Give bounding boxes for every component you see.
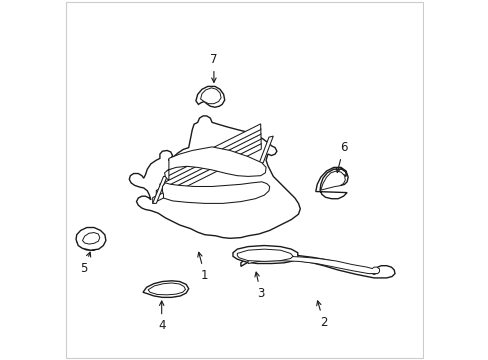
Polygon shape [196, 86, 224, 107]
Polygon shape [163, 129, 260, 183]
Text: 4: 4 [158, 301, 165, 332]
Polygon shape [247, 256, 379, 274]
Polygon shape [148, 283, 185, 295]
Polygon shape [237, 249, 292, 261]
Polygon shape [200, 88, 221, 104]
Text: 1: 1 [197, 252, 208, 282]
Polygon shape [315, 167, 347, 199]
Polygon shape [258, 136, 273, 164]
Polygon shape [162, 182, 269, 203]
Polygon shape [152, 176, 167, 203]
Polygon shape [152, 143, 261, 203]
Polygon shape [76, 228, 106, 250]
Text: 5: 5 [81, 252, 90, 275]
Polygon shape [164, 147, 265, 180]
Polygon shape [82, 233, 100, 244]
Polygon shape [232, 246, 297, 264]
Text: 3: 3 [254, 272, 264, 300]
Polygon shape [160, 134, 261, 190]
Polygon shape [156, 138, 261, 196]
Polygon shape [142, 281, 188, 297]
Polygon shape [167, 124, 260, 176]
Text: 6: 6 [336, 141, 346, 172]
Text: 2: 2 [316, 301, 327, 329]
Text: 7: 7 [210, 53, 217, 82]
Polygon shape [241, 255, 394, 278]
Polygon shape [129, 116, 300, 238]
Polygon shape [77, 231, 102, 250]
Polygon shape [320, 171, 345, 190]
